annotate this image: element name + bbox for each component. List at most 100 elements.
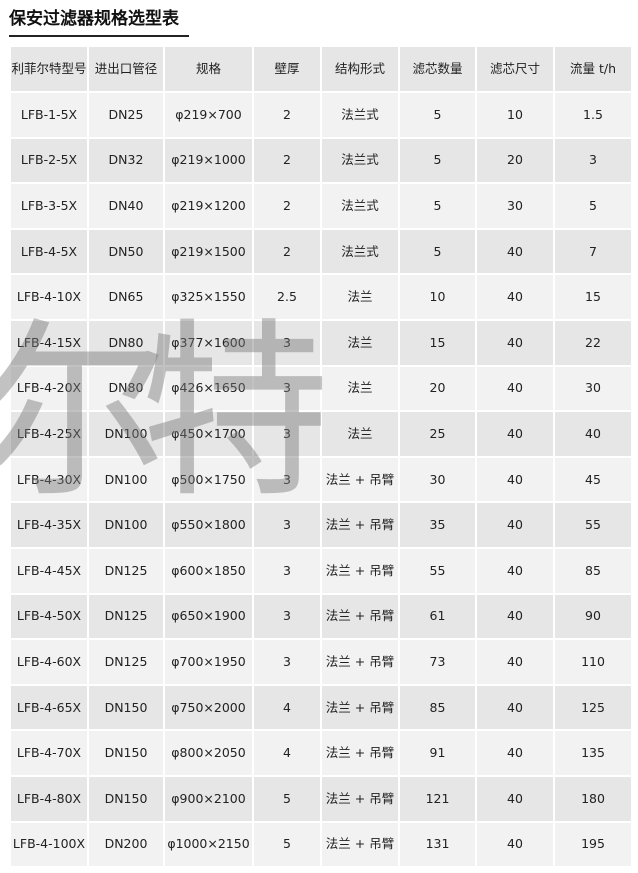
table-cell: 法兰 + 吊臂: [320, 774, 400, 823]
table-cell: DN40: [87, 182, 165, 230]
table-cell: 3: [252, 501, 322, 549]
table-row: LFB-4-20X DN80 φ426×1650 3 法兰 20 40 30: [9, 364, 633, 413]
column-header: 结构形式: [320, 45, 400, 93]
table-cell: 40: [475, 683, 555, 732]
table-cell: DN125: [87, 546, 165, 595]
table-cell: φ426×1650: [163, 364, 254, 413]
table-cell: 5: [252, 774, 322, 823]
table-cell: 121: [398, 774, 477, 823]
table-row: LFB-4-15X DN80 φ377×1600 3 法兰 15 40 22: [9, 318, 633, 367]
table-cell: LFB-3-5X: [9, 182, 89, 230]
table-cell: LFB-4-15X: [9, 318, 89, 367]
table-cell: DN32: [87, 136, 165, 185]
table-cell: φ650×1900: [163, 592, 254, 641]
table-cell: 3: [252, 592, 322, 641]
table-cell: LFB-4-35X: [9, 501, 89, 549]
table-cell: φ219×1500: [163, 227, 254, 276]
table-cell: LFB-4-65X: [9, 683, 89, 732]
table-row: LFB-3-5X DN40 φ219×1200 2 法兰式 5 30 5: [9, 182, 633, 230]
table-cell: φ900×2100: [163, 774, 254, 823]
table-row: LFB-4-10X DN65 φ325×1550 2.5 法兰 10 40 15: [9, 273, 633, 321]
table-cell: LFB-4-30X: [9, 455, 89, 504]
table-cell: DN65: [87, 273, 165, 321]
table-row: LFB-4-50X DN125 φ650×1900 3 法兰 + 吊臂 61 40 90: [9, 592, 633, 641]
table-cell: 40: [475, 592, 555, 641]
table-cell: DN125: [87, 638, 165, 686]
table-cell: 2: [252, 227, 322, 276]
table-cell: 4: [252, 729, 322, 777]
table-cell: 7: [553, 227, 633, 276]
column-header: 壁厚: [252, 45, 322, 93]
table-row: LFB-4-5X DN50 φ219×1500 2 法兰式 5 40 7: [9, 227, 633, 276]
table-row: LFB-4-35X DN100 φ550×1800 3 法兰 + 吊臂 35 40 55: [9, 501, 633, 549]
table-cell: 40: [553, 410, 633, 458]
table-cell: 40: [475, 318, 555, 367]
table-cell: DN200: [87, 820, 165, 869]
table-cell: 91: [398, 729, 477, 777]
table-cell: φ450×1700: [163, 410, 254, 458]
table-cell: 2: [252, 136, 322, 185]
table-cell: 法兰 + 吊臂: [320, 501, 400, 549]
table-cell: 3: [252, 455, 322, 504]
column-header: 利菲尔特型号: [9, 45, 89, 93]
table-cell: LFB-4-45X: [9, 546, 89, 595]
table-cell: φ325×1550: [163, 273, 254, 321]
table-cell: φ1000×2150: [163, 820, 254, 869]
table-cell: φ550×1800: [163, 501, 254, 549]
table-cell: 3: [252, 638, 322, 686]
table-cell: 40: [475, 410, 555, 458]
table-row: LFB-4-25X DN100 φ450×1700 3 法兰 25 40 40: [9, 410, 633, 458]
column-header: 进出口管径: [87, 45, 165, 93]
table-cell: 3: [252, 546, 322, 595]
column-header: 滤芯尺寸: [475, 45, 555, 93]
column-header: 规格: [163, 45, 254, 93]
table-cell: LFB-1-5X: [9, 91, 89, 139]
table-cell: 5: [398, 227, 477, 276]
table-cell: 10: [475, 91, 555, 139]
table-row: LFB-4-60X DN125 φ700×1950 3 法兰 + 吊臂 73 40 110: [9, 638, 633, 686]
table-cell: 40: [475, 273, 555, 321]
table-cell: DN125: [87, 592, 165, 641]
table-cell: 法兰 + 吊臂: [320, 455, 400, 504]
table-cell: 40: [475, 729, 555, 777]
table-cell: DN80: [87, 364, 165, 413]
table-cell: LFB-4-5X: [9, 227, 89, 276]
table-cell: 法兰: [320, 273, 400, 321]
table-cell: 90: [553, 592, 633, 641]
table-cell: LFB-4-20X: [9, 364, 89, 413]
table-cell: 25: [398, 410, 477, 458]
table-cell: DN100: [87, 455, 165, 504]
table-cell: 法兰 + 吊臂: [320, 592, 400, 641]
table-cell: 20: [398, 364, 477, 413]
table-row: LFB-4-65X DN150 φ750×2000 4 法兰 + 吊臂 85 40 125: [9, 683, 633, 732]
table-cell: 135: [553, 729, 633, 777]
table-cell: LFB-4-80X: [9, 774, 89, 823]
table-cell: 5: [553, 182, 633, 230]
table-cell: φ750×2000: [163, 683, 254, 732]
table-cell: 3: [252, 410, 322, 458]
table-row: LFB-4-30X DN100 φ500×1750 3 法兰 + 吊臂 30 40 45: [9, 455, 633, 504]
table-cell: 30: [553, 364, 633, 413]
table-cell: DN100: [87, 410, 165, 458]
table-cell: 40: [475, 774, 555, 823]
table-cell: DN50: [87, 227, 165, 276]
table-cell: 2: [252, 182, 322, 230]
spec-table: 利菲尔特型号 进出口管径 规格 壁厚 结构形式 滤芯数量 滤芯尺寸 流量 t/h LFB-1-…: [9, 45, 633, 869]
table-cell: 法兰 + 吊臂: [320, 820, 400, 869]
table-cell: φ219×1200: [163, 182, 254, 230]
table-cell: 3: [252, 318, 322, 367]
table-cell: 30: [475, 182, 555, 230]
table-cell: 3: [252, 364, 322, 413]
table-cell: DN80: [87, 318, 165, 367]
table-cell: 35: [398, 501, 477, 549]
table-cell: DN150: [87, 774, 165, 823]
table-cell: 法兰: [320, 410, 400, 458]
table-cell: 5: [398, 136, 477, 185]
table-cell: 40: [475, 455, 555, 504]
table-cell: DN25: [87, 91, 165, 139]
table-cell: 15: [398, 318, 477, 367]
table-cell: φ500×1750: [163, 455, 254, 504]
table-cell: φ700×1950: [163, 638, 254, 686]
table-cell: 40: [475, 820, 555, 869]
table-cell: LFB-2-5X: [9, 136, 89, 185]
